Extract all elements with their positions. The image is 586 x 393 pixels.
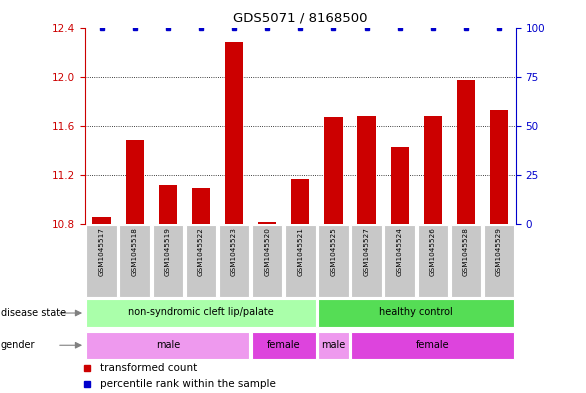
Bar bbox=[357, 116, 376, 224]
Bar bbox=[451, 225, 481, 297]
Bar bbox=[490, 110, 508, 224]
Text: male: male bbox=[321, 340, 346, 350]
Text: transformed count: transformed count bbox=[100, 364, 197, 373]
Bar bbox=[252, 332, 316, 359]
Text: GSM1045517: GSM1045517 bbox=[98, 227, 104, 276]
Text: GSM1045525: GSM1045525 bbox=[331, 227, 336, 276]
Bar bbox=[352, 225, 382, 297]
Bar bbox=[258, 222, 277, 224]
Bar bbox=[219, 225, 249, 297]
Text: percentile rank within the sample: percentile rank within the sample bbox=[100, 378, 276, 389]
Text: female: female bbox=[267, 340, 301, 350]
Bar bbox=[424, 116, 442, 224]
Bar bbox=[192, 188, 210, 224]
Bar bbox=[418, 225, 448, 297]
Bar bbox=[225, 42, 243, 224]
Bar bbox=[252, 225, 282, 297]
Bar bbox=[291, 178, 309, 224]
Bar bbox=[324, 117, 343, 224]
Bar bbox=[93, 217, 111, 224]
Text: GSM1045528: GSM1045528 bbox=[463, 227, 469, 276]
Text: GSM1045522: GSM1045522 bbox=[198, 227, 204, 276]
Text: healthy control: healthy control bbox=[379, 307, 453, 318]
Bar bbox=[457, 80, 475, 224]
Text: GSM1045519: GSM1045519 bbox=[165, 227, 171, 276]
Bar bbox=[318, 332, 349, 359]
Text: GSM1045518: GSM1045518 bbox=[132, 227, 138, 276]
Bar bbox=[120, 225, 150, 297]
Bar bbox=[86, 225, 117, 297]
Bar bbox=[318, 299, 515, 327]
Text: GSM1045526: GSM1045526 bbox=[430, 227, 436, 276]
Bar bbox=[125, 141, 144, 224]
Text: GSM1045523: GSM1045523 bbox=[231, 227, 237, 276]
Text: male: male bbox=[156, 340, 180, 350]
Text: GSM1045527: GSM1045527 bbox=[363, 227, 370, 276]
Bar bbox=[352, 332, 515, 359]
Text: disease state: disease state bbox=[1, 308, 66, 318]
Bar bbox=[186, 225, 216, 297]
Bar bbox=[86, 299, 316, 327]
Text: GSM1045529: GSM1045529 bbox=[496, 227, 502, 276]
Bar bbox=[285, 225, 316, 297]
Text: non-syndromic cleft lip/palate: non-syndromic cleft lip/palate bbox=[128, 307, 274, 318]
Bar bbox=[152, 225, 183, 297]
Bar bbox=[391, 147, 409, 224]
Text: gender: gender bbox=[1, 340, 35, 351]
Text: GSM1045520: GSM1045520 bbox=[264, 227, 270, 276]
Text: GSM1045524: GSM1045524 bbox=[397, 227, 403, 276]
Bar bbox=[384, 225, 415, 297]
Bar bbox=[159, 185, 177, 224]
Bar bbox=[86, 332, 249, 359]
Text: GSM1045521: GSM1045521 bbox=[297, 227, 304, 276]
Title: GDS5071 / 8168500: GDS5071 / 8168500 bbox=[233, 12, 367, 25]
Bar bbox=[318, 225, 349, 297]
Bar bbox=[484, 225, 515, 297]
Text: female: female bbox=[416, 340, 449, 350]
